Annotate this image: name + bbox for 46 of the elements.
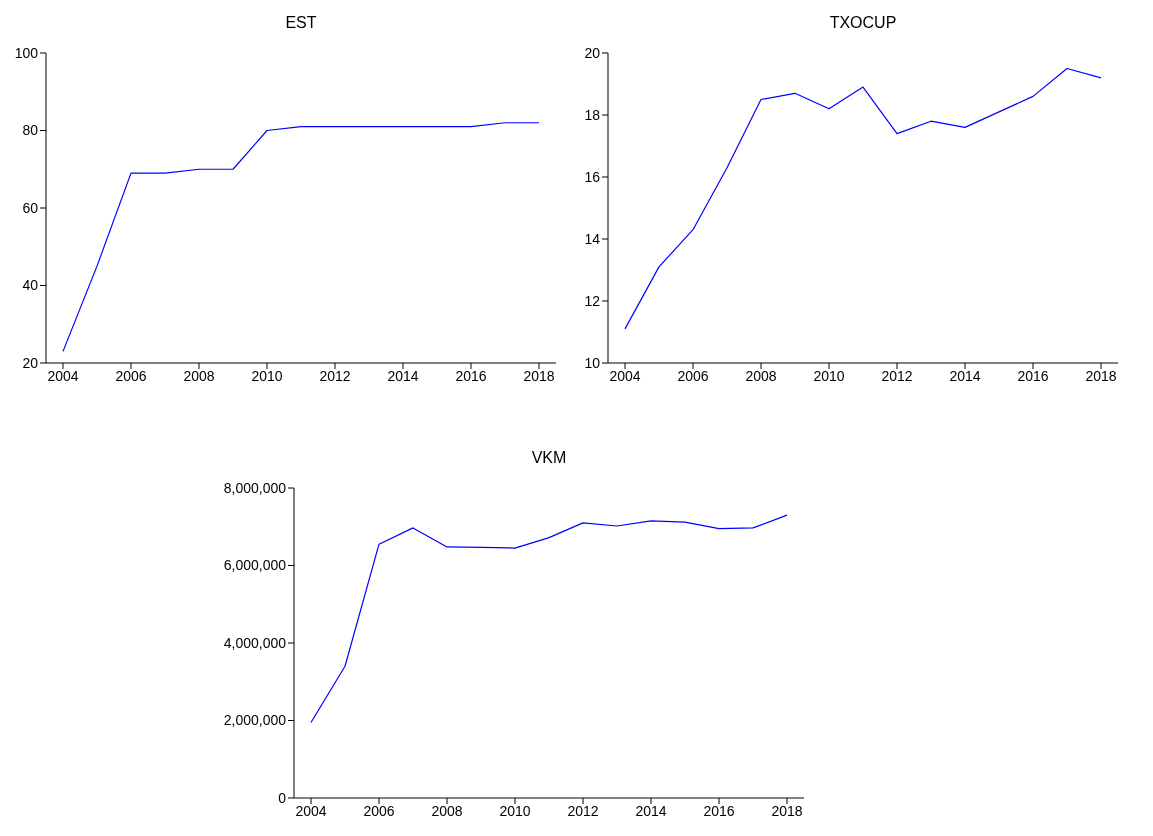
x-tick-label: 2004 [47, 367, 79, 384]
chart-title: VKM [531, 449, 567, 466]
y-tick-label: 80 [22, 122, 39, 139]
x-tick-label: 2016 [1017, 367, 1049, 384]
line-series [310, 514, 788, 724]
y-tick-label: 2,000,000 [223, 712, 287, 729]
x-tick-label: 2014 [949, 367, 981, 384]
x-tick-label: 2008 [745, 367, 777, 384]
y-tick-label: 10 [584, 354, 601, 371]
y-tick-label: 18 [584, 106, 601, 123]
y-tick-label: 12 [584, 292, 601, 309]
y-tick-label: 8,000,000 [223, 479, 287, 496]
line-series [62, 122, 540, 352]
x-tick-label: 2004 [609, 367, 641, 384]
x-tick-label: 2004 [295, 802, 327, 819]
y-tick-label: 60 [22, 199, 39, 216]
y-tick-label: 14 [584, 230, 601, 247]
y-tick-label: 0 [278, 789, 287, 806]
y-tick-label: 4,000,000 [223, 634, 287, 651]
x-tick-label: 2006 [677, 367, 709, 384]
y-tick-label: 20 [584, 44, 601, 61]
y-tick-label: 40 [22, 277, 39, 294]
x-tick-label: 2016 [455, 367, 487, 384]
x-tick-label: 2010 [813, 367, 845, 384]
x-tick-label: 2010 [499, 802, 531, 819]
x-tick-label: 2014 [635, 802, 667, 819]
x-tick-label: 2012 [319, 367, 351, 384]
x-tick-label: 2016 [703, 802, 735, 819]
x-tick-label: 2008 [183, 367, 215, 384]
line-series [624, 67, 1102, 330]
x-tick-label: 2012 [567, 802, 599, 819]
x-tick-label: 2006 [363, 802, 395, 819]
x-tick-label: 2008 [431, 802, 463, 819]
y-tick-label: 6,000,000 [223, 557, 287, 574]
chart-title: EST [285, 14, 317, 31]
x-tick-label: 2012 [881, 367, 913, 384]
y-tick-label: 100 [14, 44, 39, 61]
chart-title: TXOCUP [829, 14, 897, 31]
x-tick-label: 2018 [771, 802, 803, 819]
y-tick-label: 20 [22, 354, 39, 371]
x-tick-label: 2006 [115, 367, 147, 384]
x-tick-label: 2018 [1085, 367, 1117, 384]
x-tick-label: 2010 [251, 367, 283, 384]
y-tick-label: 16 [584, 168, 601, 185]
x-tick-label: 2014 [387, 367, 419, 384]
x-tick-label: 2018 [523, 367, 555, 384]
